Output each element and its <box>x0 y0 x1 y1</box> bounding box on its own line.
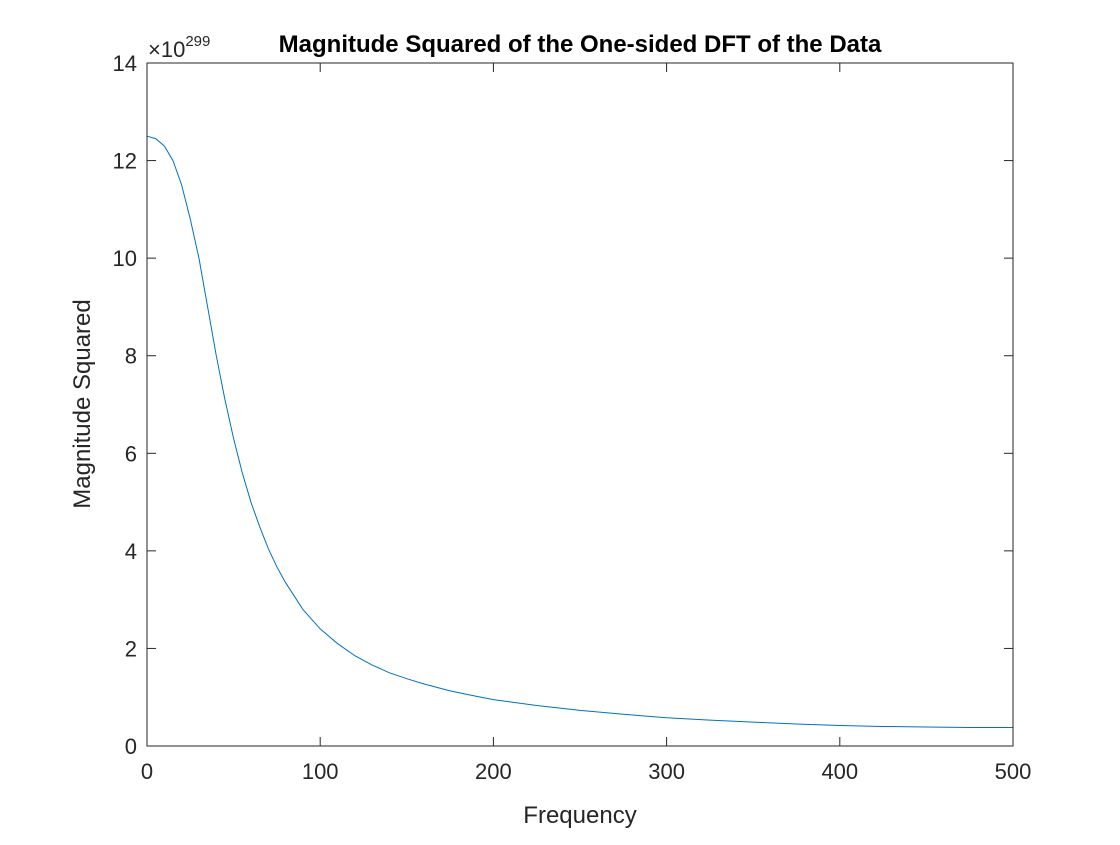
x-tick-label: 200 <box>475 759 512 784</box>
y-axis-exponent-base: ×10 <box>148 37 185 62</box>
y-axis-label: Magnitude Squared <box>69 299 96 508</box>
y-tick-label: 8 <box>125 344 137 369</box>
y-tick-label: 12 <box>113 149 137 174</box>
y-tick-label: 10 <box>113 246 137 271</box>
x-tick-label: 100 <box>302 759 339 784</box>
x-tick-label: 400 <box>821 759 858 784</box>
x-tick-label: 500 <box>995 759 1032 784</box>
y-tick-label: 6 <box>125 441 137 466</box>
x-axis-label: Frequency <box>523 802 636 829</box>
y-tick-label: 4 <box>125 539 137 564</box>
svg-text:×10299: ×10299 <box>148 33 210 62</box>
series-line <box>146 135 1013 728</box>
plot-area-frame <box>146 62 1014 747</box>
y-tick-label: 14 <box>113 51 137 76</box>
y-axis-exponent: ×10299 <box>148 33 210 62</box>
chart-title: Magnitude Squared of the One-sided DFT o… <box>279 31 882 58</box>
y-tick-label: 2 <box>125 636 137 661</box>
x-tick-label: 300 <box>648 759 685 784</box>
x-tick-label: 0 <box>141 759 153 784</box>
y-tick-label: 0 <box>125 734 137 759</box>
y-axis-exponent-power: 299 <box>185 33 210 50</box>
